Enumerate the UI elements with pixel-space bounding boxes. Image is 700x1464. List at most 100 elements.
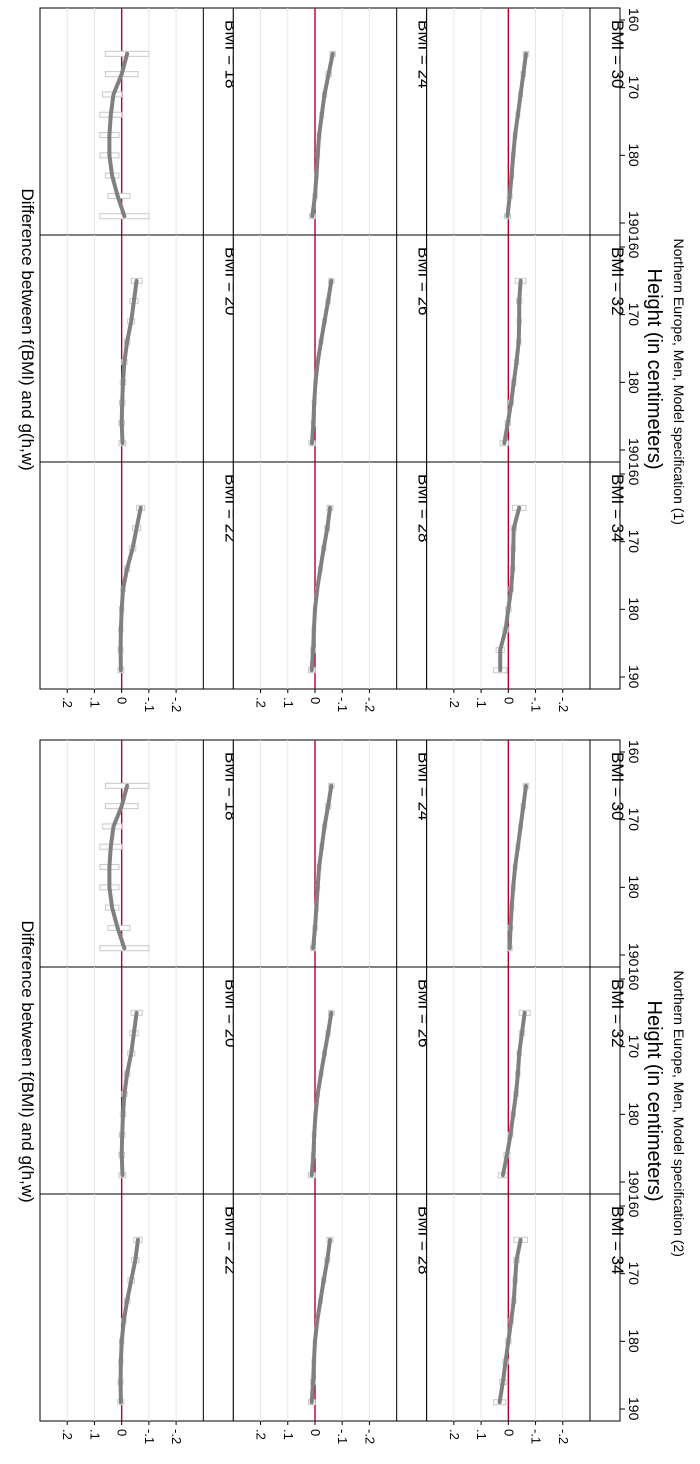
panel-2-7: BMI = 30 — [426, 739, 627, 968]
series-line — [497, 1237, 523, 1405]
x-axis-title: Height (in centimeters) — [643, 1001, 665, 1202]
panel-1-4: BMI = 24 — [232, 7, 434, 236]
panel-frame — [426, 7, 621, 236]
x-tick-label: 180 — [626, 597, 642, 621]
x-tick-label: 190 — [626, 943, 642, 967]
x-tick-label: 190 — [626, 665, 642, 689]
panel-frame — [426, 739, 621, 968]
panel-frame — [232, 461, 428, 690]
x-tick-label: 170 — [626, 530, 642, 554]
y-tick-label: -.2 — [169, 697, 184, 712]
panel-2-1: BMI = 18 — [39, 739, 240, 968]
y-tick-label: -.2 — [556, 1429, 571, 1444]
panel-title: BMI = 30 — [608, 20, 627, 89]
y-tick-label: .1 — [87, 1429, 102, 1440]
x-tick-label: 160 — [626, 462, 642, 486]
panel-title: BMI = 32 — [608, 247, 627, 316]
y-axis-title: Difference between f(BMI) and g(h,w) — [18, 921, 37, 1203]
y-tick-label: -.1 — [529, 697, 544, 712]
panel-frame — [39, 966, 234, 1195]
y-tick-label: 0 — [308, 1429, 323, 1436]
panel-title: BMI = 30 — [608, 752, 627, 821]
panel-frame — [39, 1193, 234, 1422]
panel-frame — [426, 1193, 621, 1422]
y-tick-label: -.1 — [335, 1429, 350, 1444]
x-tick-label: 170 — [626, 1262, 642, 1286]
y-tick-label: .1 — [281, 697, 296, 708]
x-axis-title: Height (in centimeters) — [643, 269, 665, 470]
x-tick-label: 160 — [626, 235, 642, 259]
panel-title: BMI = 34 — [608, 1206, 627, 1275]
x-tick-label: 190 — [626, 1170, 642, 1194]
series-line — [309, 505, 332, 673]
y-tick-label: 0 — [308, 697, 323, 704]
y-tick-label: 0 — [115, 697, 130, 704]
x-tick-label: 190 — [626, 211, 642, 235]
panel-1-9: BMI = 34 — [426, 461, 627, 690]
y-tick-label: .1 — [281, 1429, 296, 1440]
y-tick-label: -.1 — [529, 1429, 544, 1444]
x-tick-label: 160 — [626, 1194, 642, 1218]
panel-frame — [426, 966, 621, 1195]
x-tick-label: 180 — [626, 370, 642, 394]
panel-frame — [39, 461, 234, 690]
y-tick-label: -.2 — [362, 697, 377, 712]
panel-frame — [426, 461, 621, 690]
panel-1-2: BMI = 20 — [39, 234, 240, 463]
y-tick-label: .2 — [254, 1429, 269, 1440]
panel-frame — [232, 7, 428, 236]
x-tick-label: 180 — [626, 1329, 642, 1353]
panel-2-4: BMI = 24 — [232, 739, 434, 968]
x-tick-label: 160 — [626, 740, 642, 764]
panel-frame — [232, 1193, 428, 1422]
panel-2-5: BMI = 26 — [232, 966, 434, 1195]
series-line — [107, 783, 130, 951]
panel-1-7: BMI = 30 — [426, 7, 627, 236]
panel-2-2: BMI = 20 — [39, 966, 240, 1195]
y-tick-label: .2 — [447, 697, 462, 708]
panel-1-1: BMI = 18 — [39, 7, 240, 236]
panel-1-5: BMI = 26 — [232, 234, 434, 463]
panel-1-8: BMI = 32 — [426, 234, 627, 463]
y-tick-label: -.2 — [362, 1429, 377, 1444]
y-tick-label: .2 — [447, 1429, 462, 1440]
panel-2-8: BMI = 32 — [426, 966, 627, 1195]
figure-caption: Northern Europe, Men, Model specificatio… — [671, 971, 687, 1257]
series-line — [311, 783, 334, 951]
x-tick-label: 160 — [626, 967, 642, 991]
y-tick-label: .2 — [60, 697, 75, 708]
series-line — [118, 505, 143, 673]
panel-2-9: BMI = 34 — [426, 1193, 627, 1422]
y-tick-label: .2 — [254, 697, 269, 708]
y-tick-label: .2 — [60, 1429, 75, 1440]
y-tick-label: -.1 — [335, 697, 350, 712]
x-tick-label: 190 — [626, 438, 642, 462]
y-tick-label: -.1 — [142, 1429, 157, 1444]
x-tick-label: 180 — [626, 143, 642, 167]
series-line — [309, 1237, 332, 1405]
y-axis-title: Difference between f(BMI) and g(h,w) — [18, 189, 37, 471]
series-line — [498, 505, 522, 673]
x-tick-label: 180 — [626, 1102, 642, 1126]
series-line — [505, 51, 528, 219]
panel-title: BMI = 34 — [608, 474, 627, 543]
figure-caption: Northern Europe, Men, Model specificatio… — [671, 239, 687, 525]
panel-frame — [232, 234, 428, 463]
y-tick-label: -.2 — [169, 1429, 184, 1444]
y-tick-label: 0 — [115, 1429, 130, 1436]
panel-frame — [39, 739, 234, 968]
series-line — [107, 51, 130, 219]
series-line — [119, 278, 139, 446]
panel-2-6: BMI = 28 — [232, 1193, 434, 1422]
x-tick-label: 170 — [626, 1035, 642, 1059]
series-line — [310, 51, 335, 219]
y-tick-label: .1 — [474, 697, 489, 708]
panel-1-3: BMI = 22 — [39, 461, 240, 690]
panel-title: BMI = 32 — [608, 979, 627, 1048]
series-line — [502, 278, 523, 446]
series-line — [118, 1237, 140, 1405]
x-tick-label: 190 — [626, 1397, 642, 1421]
panel-frame — [39, 7, 234, 236]
